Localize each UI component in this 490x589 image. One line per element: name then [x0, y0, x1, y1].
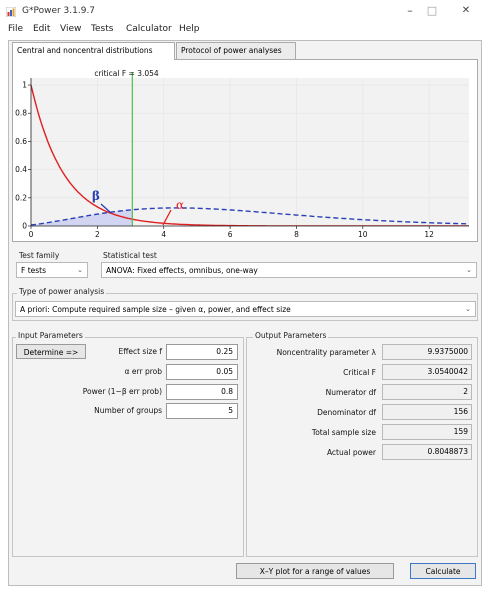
menu-view[interactable]: View — [60, 24, 82, 34]
y-tick-label: 1 — [22, 81, 27, 90]
input-parameters-group — [12, 337, 244, 557]
denominator-df-label: Denominator df — [317, 408, 376, 417]
numerator-df-output: 2 — [382, 384, 472, 400]
xy-plot-button[interactable]: X–Y plot for a range of values — [236, 563, 394, 579]
effect-size-label: Effect size f — [118, 347, 162, 356]
y-tick-label: 0.6 — [15, 137, 27, 146]
power-label: Power (1−β err prob) — [82, 387, 162, 396]
chevron-down-icon: ⌄ — [466, 266, 472, 274]
alpha-symbol: α — [176, 198, 184, 212]
alpha-err-prob-label: α err prob — [124, 367, 162, 376]
number-of-groups-label: Number of groups — [94, 406, 162, 415]
statistical-test-select[interactable]: ANOVA: Fixed effects, omnibus, one-way ⌄ — [101, 262, 477, 278]
total-sample-size-output: 159 — [382, 424, 472, 440]
power-analysis-label: Type of power analysis — [17, 287, 107, 296]
output-parameters-title: Output Parameters — [253, 331, 329, 340]
menu-help[interactable]: Help — [179, 24, 200, 34]
y-tick-label: 0 — [22, 222, 27, 231]
test-family-value: F tests — [21, 266, 47, 275]
actual-power-label: Actual power — [326, 448, 376, 457]
beta-area — [31, 209, 133, 226]
menu-file[interactable]: File — [8, 24, 24, 34]
statistical-test-label: Statistical test — [101, 251, 159, 260]
gpower-app-icon — [6, 7, 16, 17]
noncentrality-parameter-label: Noncentrality parameter λ — [276, 348, 376, 357]
tab-distributions[interactable]: Central and noncentral distributions — [12, 42, 175, 60]
calculate-button[interactable]: Calculate — [410, 563, 476, 579]
maximize-button[interactable]: □ — [426, 4, 438, 17]
actual-power-output: 0.8048873 — [382, 444, 472, 460]
y-tick-label: 0.8 — [15, 109, 27, 118]
power-analysis-select[interactable]: A priori: Compute required sample size –… — [15, 301, 476, 317]
power-analysis-group — [12, 293, 478, 321]
total-sample-size-label: Total sample size — [311, 428, 376, 437]
x-tick-label: 6 — [228, 230, 233, 239]
y-tick-label: 0.2 — [15, 193, 27, 202]
title-bar — [0, 0, 490, 22]
minimize-button[interactable]: – — [407, 4, 413, 17]
window-title: G*Power 3.1.9.7 — [22, 6, 96, 16]
statistical-test-value: ANOVA: Fixed effects, omnibus, one-way — [106, 266, 258, 275]
y-tick-label: 0.4 — [15, 165, 27, 174]
denominator-df-output: 156 — [382, 404, 472, 420]
chevron-down-icon: ⌄ — [77, 266, 83, 274]
critical-f-output: 3.0540042 — [382, 364, 472, 380]
x-tick-label: 8 — [294, 230, 299, 239]
number-of-groups-input[interactable]: 5 — [166, 403, 238, 419]
distribution-plot: 0 2 4 6 8 10 12 0 0.2 0.4 0.6 0.8 1 critical F = 3.0… — [12, 59, 478, 242]
menu-calculator[interactable]: Calculator — [126, 24, 172, 34]
critical-f-label: Critical F — [343, 368, 376, 377]
menu-edit[interactable]: Edit — [33, 24, 51, 34]
close-button[interactable]: ✕ — [461, 5, 471, 16]
noncentrality-parameter-output: 9.9375000 — [382, 344, 472, 360]
chevron-down-icon: ⌄ — [465, 305, 471, 313]
distribution-plot-canvas: 0 2 4 6 8 10 12 0 0.2 0.4 0.6 0.8 1 critical F = 3.0… — [15, 69, 469, 239]
input-parameters-title: Input Parameters — [16, 331, 85, 340]
numerator-df-label: Numerator df — [325, 388, 376, 397]
effect-size-input[interactable]: 0.25 — [166, 344, 238, 360]
power-input[interactable]: 0.8 — [166, 384, 238, 400]
alpha-err-prob-input[interactable]: 0.05 — [166, 364, 238, 380]
beta-symbol: β — [92, 189, 100, 203]
determine-button[interactable]: Determine => — [16, 344, 86, 359]
test-family-label: Test family — [17, 251, 62, 260]
x-tick-label: 4 — [161, 230, 166, 239]
tab-protocol[interactable]: Protocol of power analyses — [176, 42, 296, 59]
test-family-select[interactable]: F tests ⌄ — [16, 262, 88, 278]
critical-value-label: critical F = 3.054 — [94, 69, 159, 78]
output-parameters-group — [246, 337, 478, 557]
beta-marker — [100, 203, 112, 214]
alpha-marker — [162, 209, 172, 226]
noncentral-distribution-curve — [31, 207, 469, 226]
x-tick-label: 2 — [95, 230, 100, 239]
x-tick-label: 12 — [424, 230, 434, 239]
menu-tests[interactable]: Tests — [91, 24, 114, 34]
plot-area — [31, 78, 469, 226]
x-tick-label: 10 — [358, 230, 368, 239]
x-tick-label: 0 — [29, 230, 34, 239]
power-analysis-value: A priori: Compute required sample size –… — [20, 305, 291, 314]
